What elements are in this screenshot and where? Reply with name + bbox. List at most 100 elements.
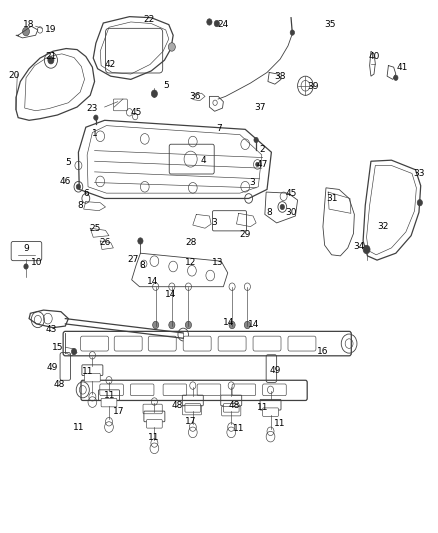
Text: 16: 16 [317, 347, 328, 356]
Text: 15: 15 [52, 343, 63, 352]
Text: 5: 5 [66, 158, 71, 167]
FancyBboxPatch shape [288, 336, 316, 351]
Circle shape [363, 245, 370, 254]
Circle shape [290, 30, 294, 35]
Circle shape [48, 56, 54, 64]
Text: 39: 39 [307, 82, 318, 91]
Text: 1: 1 [92, 129, 97, 138]
Text: 48: 48 [229, 401, 240, 410]
Circle shape [256, 163, 259, 166]
Text: 4: 4 [201, 156, 207, 165]
Text: 30: 30 [285, 208, 297, 217]
Text: 32: 32 [377, 222, 389, 231]
FancyBboxPatch shape [81, 336, 109, 351]
Text: 11: 11 [73, 423, 84, 432]
Circle shape [394, 75, 398, 80]
Text: 33: 33 [413, 169, 425, 178]
FancyBboxPatch shape [185, 403, 201, 412]
Text: 21: 21 [45, 52, 57, 61]
Text: 19: 19 [45, 26, 57, 35]
FancyBboxPatch shape [100, 384, 124, 395]
Text: 48: 48 [172, 401, 183, 410]
Text: 42: 42 [104, 60, 116, 69]
Circle shape [254, 138, 258, 143]
Text: 8: 8 [140, 261, 145, 270]
FancyBboxPatch shape [101, 398, 117, 407]
Text: 3: 3 [212, 218, 218, 227]
Circle shape [185, 321, 191, 329]
FancyBboxPatch shape [197, 384, 221, 395]
Text: 26: 26 [100, 238, 111, 247]
Text: 49: 49 [46, 363, 58, 372]
Text: 6: 6 [83, 189, 89, 198]
Circle shape [417, 199, 423, 206]
Text: 22: 22 [144, 15, 155, 24]
Text: 11: 11 [148, 433, 159, 442]
Circle shape [244, 321, 251, 329]
Text: 35: 35 [325, 20, 336, 29]
Text: 37: 37 [255, 102, 266, 111]
FancyBboxPatch shape [263, 384, 286, 395]
FancyBboxPatch shape [232, 384, 256, 395]
Text: 43: 43 [45, 325, 57, 334]
Text: 11: 11 [273, 419, 285, 428]
Text: 48: 48 [54, 380, 65, 389]
Circle shape [214, 20, 219, 27]
Text: 46: 46 [60, 177, 71, 186]
Text: 41: 41 [397, 63, 408, 71]
Text: 8: 8 [78, 201, 84, 210]
Text: 40: 40 [368, 52, 380, 61]
FancyBboxPatch shape [148, 336, 176, 351]
Circle shape [280, 204, 285, 209]
FancyBboxPatch shape [223, 403, 239, 412]
FancyBboxPatch shape [114, 336, 142, 351]
Text: 11: 11 [104, 391, 116, 400]
Circle shape [71, 349, 77, 355]
Text: 47: 47 [257, 160, 268, 169]
Text: 5: 5 [164, 81, 170, 90]
Text: 8: 8 [266, 208, 272, 217]
Text: 13: 13 [212, 258, 224, 266]
Text: 7: 7 [216, 124, 222, 133]
Text: 34: 34 [353, 242, 364, 251]
Text: 11: 11 [257, 403, 268, 412]
Text: 10: 10 [31, 258, 42, 266]
Text: 14: 14 [165, 289, 177, 298]
Text: 3: 3 [249, 178, 254, 187]
FancyBboxPatch shape [263, 408, 279, 416]
Text: 9: 9 [23, 244, 29, 253]
FancyBboxPatch shape [183, 336, 211, 351]
Circle shape [152, 321, 159, 329]
Text: 14: 14 [223, 318, 235, 327]
Text: 17: 17 [185, 417, 196, 426]
Text: 18: 18 [23, 20, 35, 29]
Circle shape [138, 238, 143, 244]
Text: 23: 23 [87, 103, 98, 112]
Text: 45: 45 [285, 189, 297, 198]
Circle shape [207, 19, 212, 25]
Text: 28: 28 [185, 238, 196, 247]
Circle shape [24, 264, 28, 269]
Text: 38: 38 [274, 71, 286, 80]
Circle shape [76, 184, 81, 189]
Text: 11: 11 [233, 424, 244, 433]
FancyBboxPatch shape [253, 336, 281, 351]
Text: 17: 17 [113, 407, 124, 416]
FancyBboxPatch shape [131, 384, 154, 395]
Text: 45: 45 [131, 108, 142, 117]
Circle shape [22, 27, 29, 36]
Text: 12: 12 [185, 258, 196, 266]
Text: 36: 36 [189, 92, 201, 101]
FancyBboxPatch shape [85, 373, 100, 382]
Text: 14: 14 [248, 320, 260, 329]
Text: 49: 49 [269, 366, 281, 375]
FancyBboxPatch shape [147, 419, 162, 428]
Text: 14: 14 [147, 277, 158, 286]
Circle shape [229, 321, 235, 329]
FancyBboxPatch shape [218, 336, 246, 351]
Text: 2: 2 [260, 145, 265, 154]
Text: 25: 25 [89, 224, 100, 233]
Circle shape [168, 43, 175, 51]
Circle shape [169, 321, 175, 329]
Circle shape [151, 90, 157, 98]
